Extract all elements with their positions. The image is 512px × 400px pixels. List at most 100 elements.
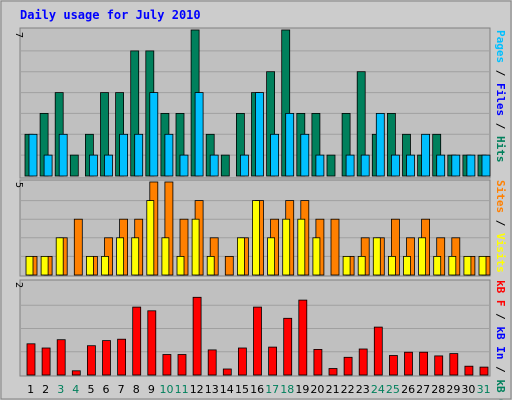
legend-separator: /	[494, 116, 507, 136]
day-label: 28	[431, 383, 445, 396]
day-label: 9	[148, 383, 155, 396]
day-label: 14	[220, 383, 234, 396]
files-bar	[375, 113, 385, 177]
day-label: 20	[310, 383, 324, 396]
kb-bar	[222, 368, 232, 376]
legend-sites: Sites	[494, 180, 507, 213]
kb-bar	[192, 296, 202, 376]
visits-bar	[101, 255, 109, 276]
hits-bar	[326, 154, 336, 177]
visits-bar	[403, 255, 411, 276]
visits-bar	[236, 237, 245, 276]
legend-separator: /	[494, 360, 507, 380]
day-label: 29	[446, 383, 460, 396]
kb-bar	[343, 356, 353, 376]
kb-bar	[283, 317, 293, 376]
hits-panel-legend: Pages / Files / Hits	[494, 30, 507, 163]
day-label: 25	[386, 383, 400, 396]
legend-files: Files	[494, 83, 507, 116]
day-label: 30	[461, 383, 475, 396]
visits-bar	[146, 200, 155, 276]
kb-bar	[373, 326, 383, 376]
visits-bar	[433, 255, 442, 276]
day-label: 8	[133, 383, 140, 396]
files-bar	[300, 133, 310, 177]
legend-separator: /	[494, 63, 507, 83]
day-label: 19	[295, 383, 309, 396]
legend-separator: /	[494, 307, 507, 327]
visits-bar	[206, 255, 215, 276]
kb-bar	[147, 310, 157, 376]
files-bar	[481, 154, 491, 177]
kb-bar	[102, 340, 111, 376]
files-bar	[179, 154, 189, 177]
files-bar	[149, 92, 159, 177]
files-bar	[58, 133, 68, 177]
day-label: 1	[27, 383, 34, 396]
files-bar	[360, 154, 370, 177]
files-bar	[436, 154, 446, 177]
kb-bar	[313, 348, 323, 376]
visits-bar	[131, 237, 140, 276]
sites-bar	[224, 255, 234, 276]
visits-bar	[55, 237, 64, 276]
legend-visits: Visits	[494, 233, 507, 273]
kb-bar	[419, 351, 429, 376]
hits-panel-ymax-label: 7	[13, 32, 24, 38]
visits-bar	[25, 255, 34, 276]
day-label: 10	[160, 383, 174, 396]
files-bar	[345, 154, 355, 177]
hits-bar	[69, 154, 79, 177]
kb-panel-ymax-label: 2	[13, 282, 24, 288]
kb-bar	[358, 348, 368, 376]
kb-bar	[132, 306, 142, 376]
day-label: 5	[88, 383, 95, 396]
kb-bar	[328, 368, 338, 376]
kb-bar	[41, 347, 51, 376]
visits-bar	[161, 237, 170, 276]
day-label: 21	[326, 383, 340, 396]
kb-bar	[268, 346, 278, 376]
visits-bar	[86, 255, 94, 276]
files-bar	[28, 133, 38, 177]
day-label: 6	[103, 383, 110, 396]
visits-panel-ymax-label: 5	[13, 182, 24, 188]
files-bar	[451, 154, 461, 177]
visits-bar	[463, 255, 472, 276]
kb-panel-legend: kB F / kB In / kB Out	[494, 280, 507, 400]
day-label: 4	[72, 383, 79, 396]
visits-bar	[252, 200, 260, 276]
visits-bar	[387, 255, 396, 276]
chart-title: Daily usage for July 2010	[20, 8, 201, 22]
files-bar	[104, 154, 113, 177]
day-label: 7	[118, 383, 125, 396]
visits-bar	[342, 255, 351, 276]
visits-bar	[297, 218, 306, 276]
day-label: 23	[356, 383, 370, 396]
kb-bar	[237, 347, 247, 376]
hits-bar	[220, 154, 230, 177]
files-bar	[164, 133, 174, 177]
legend-kb-out: kB Out	[494, 379, 507, 400]
day-label: 27	[416, 383, 430, 396]
kb-bar	[71, 370, 81, 376]
day-label: 16	[250, 383, 264, 396]
day-label: 15	[235, 383, 249, 396]
kb-bar	[434, 355, 444, 376]
visits-bar	[282, 218, 291, 276]
legend-pages: Pages	[494, 30, 507, 63]
files-bar	[89, 154, 98, 177]
visits-bar	[176, 255, 185, 276]
kb-bar	[87, 345, 96, 376]
day-label: 18	[280, 383, 294, 396]
files-bar	[421, 133, 431, 177]
files-bar	[134, 133, 144, 177]
visits-bar	[191, 218, 200, 276]
visits-panel-legend: Sites / Visits	[494, 180, 507, 273]
kb-bar	[253, 306, 262, 376]
day-label: 22	[341, 383, 355, 396]
files-bar	[255, 92, 264, 177]
